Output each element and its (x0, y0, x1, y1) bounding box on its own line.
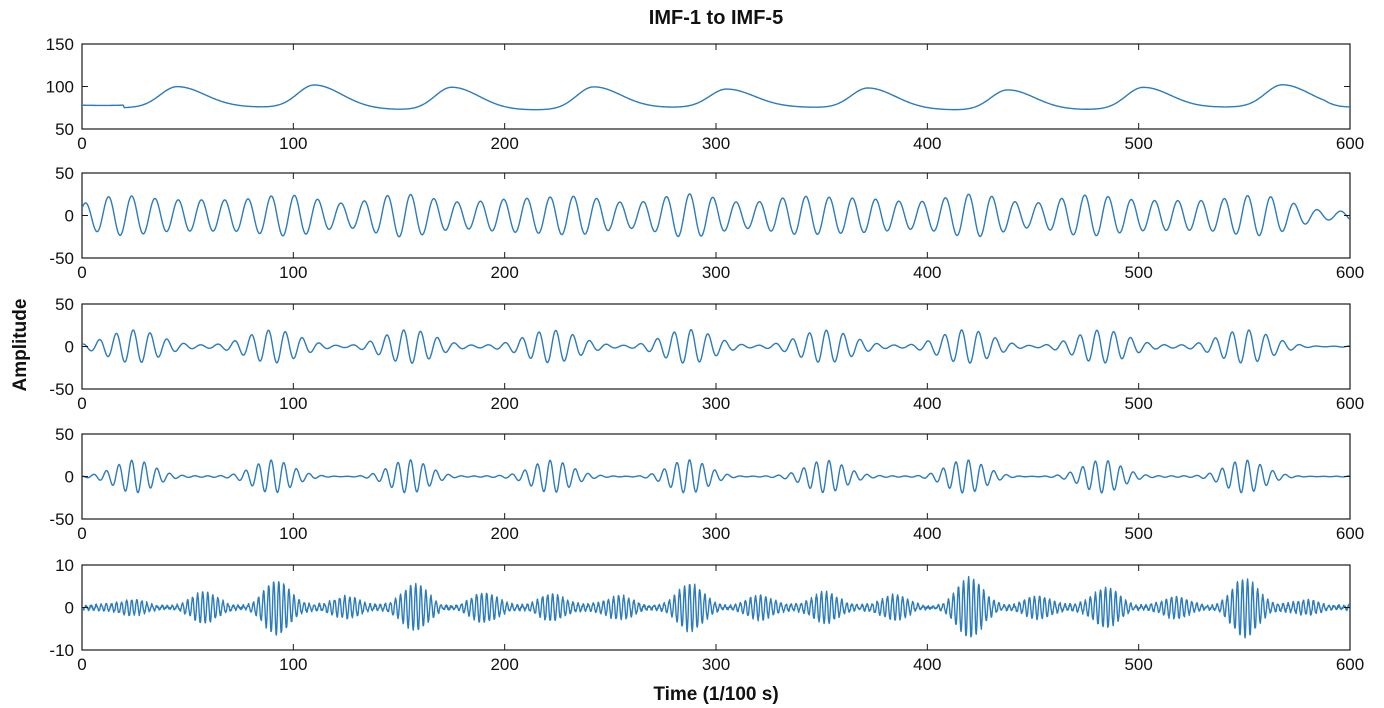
y-axis-label: Amplitude (10, 299, 31, 392)
panel-frame (81, 43, 1351, 130)
y-tick-label: 10 (55, 556, 74, 575)
x-tick-label: 100 (279, 524, 307, 543)
x-tick-label: 400 (913, 394, 941, 413)
series-line-imf-4 (82, 459, 1350, 494)
x-tick-label: 500 (1124, 394, 1152, 413)
x-tick-label: 300 (702, 134, 730, 153)
x-tick-label: 400 (913, 263, 941, 282)
x-tick-label: 200 (490, 263, 518, 282)
series-line-imf-2 (82, 193, 1350, 238)
y-tick-label: 50 (55, 295, 74, 314)
x-tick-label: 300 (702, 394, 730, 413)
panel-2: 500-500 100 200 300 400 500 600 (49, 164, 1364, 282)
y-tick-label: 0 (65, 338, 74, 357)
x-tick-label: 600 (1336, 394, 1364, 413)
x-tick-label: 0 (77, 524, 86, 543)
y-tick-label: -50 (49, 249, 74, 268)
y-tick-label: 0 (65, 599, 74, 618)
y-tick-label: 0 (65, 207, 74, 226)
series-line-imf-5 (82, 575, 1350, 639)
x-tick-label: 600 (1336, 134, 1364, 153)
x-tick-label: 0 (77, 394, 86, 413)
y-tick-label: -50 (49, 380, 74, 399)
x-tick-label: 500 (1124, 134, 1152, 153)
x-tick-label: 100 (279, 263, 307, 282)
series-line-imf-3 (82, 329, 1350, 364)
x-tick-label: 300 (702, 524, 730, 543)
x-tick-label: 0 (77, 134, 86, 153)
panel-4: 500-500 100 200 300 400 500 600 (49, 425, 1364, 543)
x-tick-label: 500 (1124, 524, 1152, 543)
y-tick-label: 50 (55, 120, 74, 139)
x-tick-label: 400 (913, 134, 941, 153)
chart-title: IMF-1 to IMF-5 (649, 7, 783, 29)
x-tick-label: 400 (913, 655, 941, 674)
x-tick-label: 500 (1124, 655, 1152, 674)
y-tick-label: 100 (46, 78, 74, 97)
panel-5: 100-100 100 200 300 400 500 600 (49, 556, 1364, 674)
y-tick-label: 150 (46, 35, 74, 54)
x-tick-label: 600 (1336, 263, 1364, 282)
x-tick-label: 200 (490, 394, 518, 413)
x-tick-label: 200 (490, 524, 518, 543)
x-tick-label: 200 (490, 134, 518, 153)
x-tick-label: 600 (1336, 524, 1364, 543)
series-line-imf-1 (82, 84, 1350, 111)
panel-1: 150 100 500 100 200 300 400 500 600 (46, 35, 1365, 153)
x-tick-label: 0 (77, 655, 86, 674)
x-tick-label: 0 (77, 263, 86, 282)
y-tick-label: -10 (49, 641, 74, 660)
x-axis-label: Time (1/100 s) (653, 684, 778, 705)
x-tick-label: 300 (702, 263, 730, 282)
x-tick-label: 300 (702, 655, 730, 674)
y-tick-label: 0 (65, 468, 74, 487)
y-tick-label: 50 (55, 425, 74, 444)
y-tick-label: -50 (49, 510, 74, 529)
x-tick-label: 600 (1336, 655, 1364, 674)
x-tick-label: 100 (279, 655, 307, 674)
x-tick-label: 100 (279, 394, 307, 413)
x-tick-label: 200 (490, 655, 518, 674)
x-tick-label: 100 (279, 134, 307, 153)
panel-3: 500-500 100 200 300 400 500 600 (49, 295, 1364, 413)
x-tick-label: 500 (1124, 263, 1152, 282)
y-tick-label: 50 (55, 164, 74, 183)
x-tick-label: 400 (913, 524, 941, 543)
